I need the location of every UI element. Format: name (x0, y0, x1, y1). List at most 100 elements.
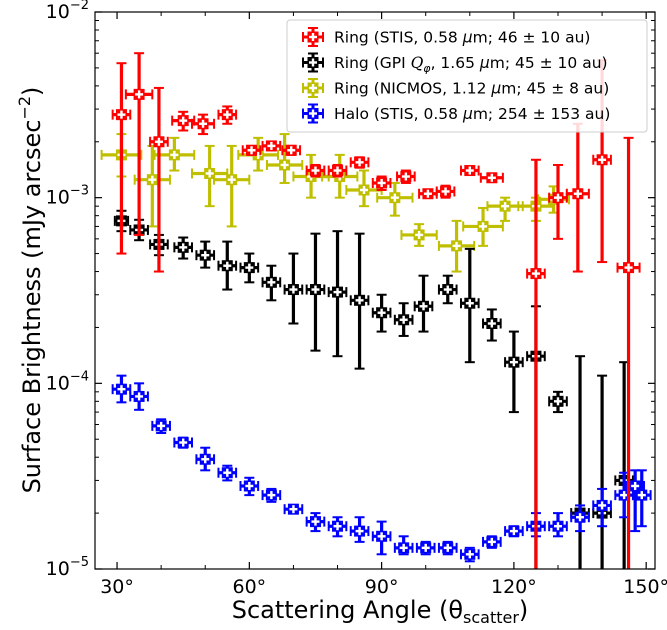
legend-marker (307, 108, 319, 119)
data-point (393, 535, 414, 556)
data-point (265, 133, 304, 184)
point-marker (477, 220, 489, 232)
data-point (459, 546, 480, 563)
point-marker (204, 167, 216, 179)
data-point (437, 219, 476, 273)
point-marker (265, 276, 277, 288)
data-point (173, 236, 194, 260)
point-marker (354, 525, 366, 537)
point-marker (332, 165, 344, 177)
x-axis-label: Scattering Angle (θscatter) (232, 596, 529, 627)
data-point (418, 188, 438, 200)
point-marker (358, 184, 370, 196)
data-point (261, 264, 282, 302)
data-point (371, 293, 392, 333)
data-point (482, 535, 502, 549)
y-axis-label-main: Surface Brightness (mJy arcsec (18, 120, 46, 494)
data-point (191, 113, 216, 136)
data-point (437, 540, 458, 556)
data-point (217, 105, 238, 125)
data-point (213, 144, 251, 228)
data-point (376, 181, 414, 217)
point-marker (133, 88, 145, 100)
plot-frame (94, 11, 656, 570)
point-marker (285, 144, 297, 156)
point-marker (177, 241, 189, 253)
point-marker (226, 174, 238, 186)
point-marker (243, 262, 255, 274)
point-marker (177, 115, 189, 127)
point-marker (115, 109, 127, 121)
data-point (437, 274, 458, 305)
data-point (415, 540, 436, 556)
data-point (459, 165, 480, 177)
point-marker (596, 154, 608, 166)
data-point (305, 512, 326, 533)
data-point (171, 110, 196, 132)
data-point (283, 252, 304, 325)
point-marker (464, 297, 476, 309)
x-tick-label: 120° (491, 576, 537, 598)
point-marker (486, 172, 498, 184)
data-point (305, 232, 326, 352)
data-point (526, 158, 546, 569)
y-axis-label: Surface Brightness (mJy arcsec−2) (15, 87, 46, 494)
point-marker (623, 262, 635, 274)
legend-label-2: Ring (NICMOS, 1.12 μm; 45 ± 8 au) (334, 80, 609, 98)
data-point (217, 240, 238, 291)
data-point (305, 163, 326, 178)
data-point (349, 232, 370, 370)
point-marker (389, 192, 401, 204)
x-tick-label: 90° (365, 576, 399, 598)
data-point (459, 247, 480, 364)
x-tick-label: 150° (623, 576, 667, 598)
data-point (261, 487, 282, 503)
series-0 (111, 52, 641, 569)
data-point (349, 156, 370, 169)
legend-label-3: Halo (STIS, 0.58 μm; 254 ± 153 au) (334, 105, 610, 123)
y-tick-label: 10−5 (46, 555, 89, 580)
point-marker (486, 536, 498, 548)
point-marker (486, 318, 498, 330)
data-point (570, 355, 590, 569)
data-point (371, 520, 392, 556)
point-marker (398, 314, 410, 326)
legend: Ring (STIS, 0.58 μm; 46 ± 10 au) Ring (GP… (286, 19, 648, 133)
data-point (327, 230, 348, 358)
point-marker (552, 192, 564, 204)
data-point (504, 525, 524, 538)
series-3 (111, 374, 652, 563)
point-marker (168, 149, 180, 161)
data-point (281, 144, 302, 156)
series-2 (100, 133, 571, 273)
point-marker (199, 453, 211, 465)
x-tick-label: 60° (232, 576, 266, 598)
point-marker (279, 159, 291, 171)
point-marker (155, 420, 167, 432)
x-tick-label: 30° (100, 576, 134, 598)
data-point (173, 436, 194, 449)
data-point (396, 169, 416, 184)
data-point (482, 308, 502, 342)
point-marker (464, 548, 476, 560)
point-marker (420, 542, 432, 554)
point-marker (418, 300, 430, 312)
data-point (195, 446, 216, 472)
point-marker (287, 503, 299, 515)
legend-marker (307, 82, 319, 94)
data-point (592, 374, 612, 569)
data-point (327, 516, 348, 538)
point-marker (400, 171, 412, 183)
point-marker (422, 188, 434, 200)
x-axis-label-sub: scatter (463, 608, 519, 627)
point-marker (221, 109, 233, 121)
point-marker (376, 307, 388, 319)
data-point (565, 122, 590, 273)
point-marker (332, 286, 344, 298)
point-marker (243, 480, 255, 492)
point-marker (309, 284, 321, 296)
data-point (345, 169, 383, 208)
data-point (349, 516, 370, 543)
legend-item-1: Ring (GPI Qφ, 1.65 μm; 45 ± 10 au) (302, 52, 608, 75)
point-marker (354, 156, 366, 168)
